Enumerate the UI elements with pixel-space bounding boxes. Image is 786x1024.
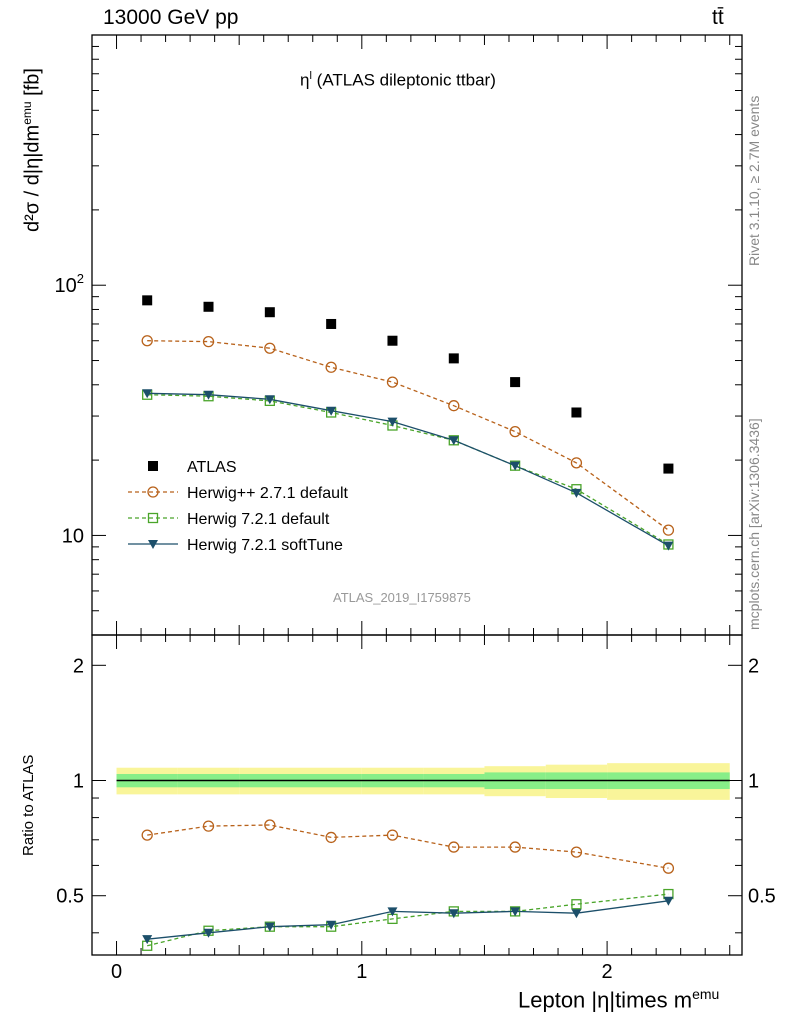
- ratio-point-herwigpp: [141, 829, 153, 841]
- plot-frames: [91, 34, 743, 956]
- data-point-atlas: [387, 335, 398, 346]
- legend-marker-herwig-soft: [148, 540, 158, 549]
- ratio-y-tick-label-right: 1: [748, 771, 759, 793]
- data-point-atlas: [448, 353, 459, 364]
- ratio-y-tick-label: 0.5: [56, 886, 84, 908]
- main-y-axis-label-superscript: emu: [20, 101, 34, 125]
- legend-marker-herwig-default: [147, 512, 159, 524]
- series-line-herwigpp: [147, 340, 669, 531]
- tick-labels: 10 102 0.5 0.5 1 1 2 2 0 1 2: [55, 271, 776, 983]
- ratio-point-herwigpp: [386, 829, 399, 841]
- main-y-axis-unit: [fb]: [21, 68, 44, 96]
- plot-title-text: (ATLAS dileptonic ttbar): [316, 70, 496, 90]
- ratio-point-herwigpp: [448, 841, 460, 853]
- legend-marker-herwigpp: [147, 486, 159, 498]
- header-energy-label: 13000 GeV pp: [103, 6, 239, 29]
- ratio-point-herwigpp: [325, 831, 337, 844]
- main-y-axis-label: d²σ / d|η|dmemu [fb]: [20, 68, 45, 232]
- x-tick-label: 2: [602, 961, 613, 983]
- data-point-herwigpp: [264, 342, 276, 354]
- ratio-point-herwig-soft: [448, 909, 459, 919]
- mcplots-credit-label: mcplots.cern.ch [arXiv:1306.3436]: [746, 418, 762, 630]
- main-y-axis-label-text: d²σ / d|η|dm: [21, 124, 44, 232]
- main-y-tick-label: 10: [62, 525, 84, 547]
- data-point-atlas: [203, 301, 214, 312]
- legend-label-herwigpp: Herwig++ 2.7.1 default: [187, 485, 349, 502]
- ratio-point-herwig-soft: [387, 907, 398, 917]
- legend-label-herwig-soft: Herwig 7.2.1 softTune: [187, 537, 343, 554]
- data-point-herwig-soft: [663, 541, 674, 551]
- data-point-herwig-soft: [264, 395, 275, 405]
- ratio-point-herwigpp: [662, 862, 675, 874]
- ratio-point-herwigpp: [264, 819, 276, 831]
- legend: ATLAS Herwig++ 2.7.1 default Herwig 7.2.1 …: [128, 459, 349, 554]
- ratio-point-herwig-soft: [510, 907, 521, 917]
- x-axis-label-superscript: emu: [692, 986, 720, 1002]
- ratio-point-herwig-soft: [264, 922, 275, 932]
- ratio-point-herwigpp: [202, 820, 215, 832]
- data-point-herwig-soft: [571, 488, 582, 498]
- ratio-point-herwig-default: [571, 899, 582, 910]
- ratio-point-herwig-soft: [142, 935, 153, 945]
- plot-title-superscript: l: [309, 70, 312, 82]
- data-point-atlas: [571, 407, 582, 418]
- data-point-herwig-soft: [448, 436, 459, 446]
- x-axis-label-text: Lepton |η|times m: [518, 987, 693, 1013]
- data-point-herwigpp: [509, 425, 521, 438]
- plot-title-symbol: η: [300, 70, 310, 90]
- data-point-herwigpp: [386, 376, 399, 388]
- series-group: [141, 295, 675, 951]
- analysis-id-label: ATLAS_2019_I1759875: [333, 590, 471, 605]
- data-point-atlas: [663, 463, 674, 474]
- data-point-herwig-soft: [510, 461, 521, 471]
- data-point-herwigpp: [570, 457, 583, 469]
- data-point-herwigpp: [662, 524, 675, 536]
- ratio-point-herwigpp: [509, 841, 521, 853]
- main-y-tick-label: 102: [55, 271, 84, 297]
- ratio-uncertainty-band: [116, 763, 730, 800]
- data-point-atlas: [326, 318, 337, 329]
- legend-label-atlas: ATLAS: [187, 459, 237, 476]
- data-point-herwigpp: [448, 400, 460, 412]
- legend-label-herwig-default: Herwig 7.2.1 default: [187, 511, 330, 528]
- ratio-line-herwig-soft: [147, 900, 669, 940]
- data-point-atlas: [510, 377, 521, 388]
- data-point-atlas: [264, 307, 275, 318]
- ratio-point-herwig-soft: [203, 928, 214, 938]
- legend-marker-atlas: [148, 461, 158, 471]
- ratio-plot-frame: [91, 634, 743, 956]
- axis-ticks: [92, 34, 742, 955]
- ratio-y-tick-label: 1: [73, 771, 84, 793]
- data-point-herwig-soft: [326, 406, 337, 416]
- ratio-point-herwig-soft: [663, 896, 674, 906]
- x-tick-label: 1: [356, 961, 367, 983]
- data-point-herwig-soft: [142, 389, 153, 399]
- ratio-y-tick-label: 2: [73, 655, 84, 677]
- data-point-herwig-soft: [203, 390, 214, 400]
- data-point-herwigpp: [202, 335, 215, 348]
- ratio-point-herwig-soft: [326, 920, 337, 930]
- data-point-atlas: [142, 295, 153, 306]
- data-point-herwig-soft: [387, 417, 398, 427]
- ratio-line-herwig-default: [147, 893, 669, 947]
- rivet-version-label: Rivet 3.1.10, ≥ 2.7M events: [746, 95, 762, 266]
- x-axis-label: Lepton |η|times memu: [518, 986, 719, 1013]
- ratio-y-tick-label-right: 0.5: [748, 886, 776, 908]
- ratio-point-herwig-soft: [571, 909, 582, 919]
- ratio-y-axis-label: Ratio to ATLAS: [20, 754, 37, 856]
- ratio-y-tick-label-right: 2: [748, 655, 759, 677]
- data-point-herwigpp: [141, 335, 153, 347]
- data-point-herwigpp: [325, 361, 337, 373]
- plot-title: ηl (ATLAS dileptonic ttbar): [300, 70, 496, 91]
- ratio-line-herwigpp: [147, 824, 669, 869]
- ratio-point-herwigpp: [570, 846, 583, 858]
- header-process-label: tt̄: [712, 6, 724, 29]
- x-tick-label: 0: [111, 961, 122, 983]
